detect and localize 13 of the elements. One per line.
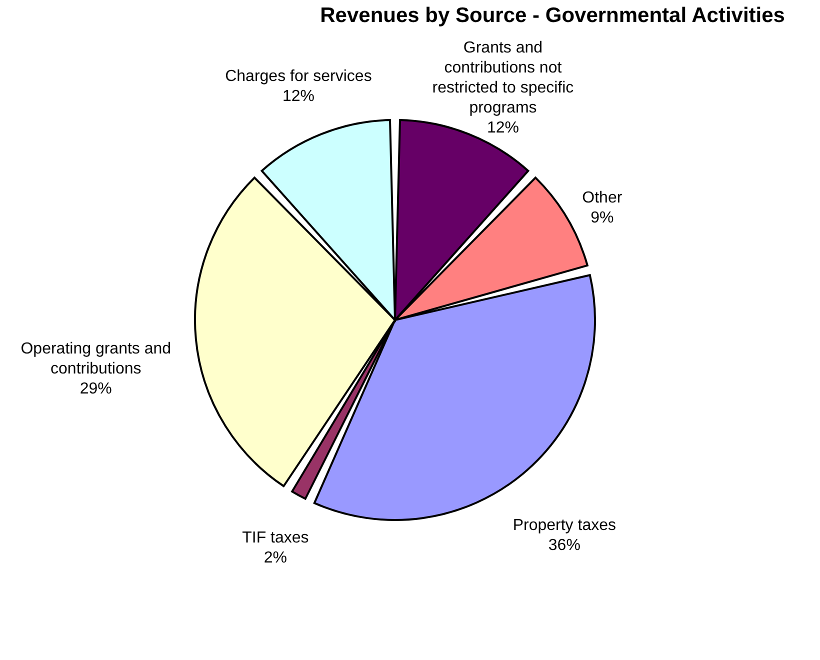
data-label: 2%: [264, 549, 288, 566]
data-label: 9%: [590, 209, 614, 226]
slice-label: Property taxes: [512, 516, 616, 534]
chart-title: Revenues by Source - Governmental Activities: [320, 4, 785, 27]
data-label: 12%: [282, 88, 314, 106]
data-label: 29%: [80, 380, 112, 398]
slice-label: Grants and contributions not restricted to specific programs: [432, 39, 574, 116]
slice-label: TIF taxes: [242, 529, 309, 546]
slice-label: Charges for services: [225, 68, 372, 86]
slice-label: Operating grants and contributions: [20, 340, 172, 378]
slice-label: Other: [582, 189, 623, 206]
data-label: 36%: [548, 536, 580, 554]
data-label: 12%: [486, 119, 519, 136]
